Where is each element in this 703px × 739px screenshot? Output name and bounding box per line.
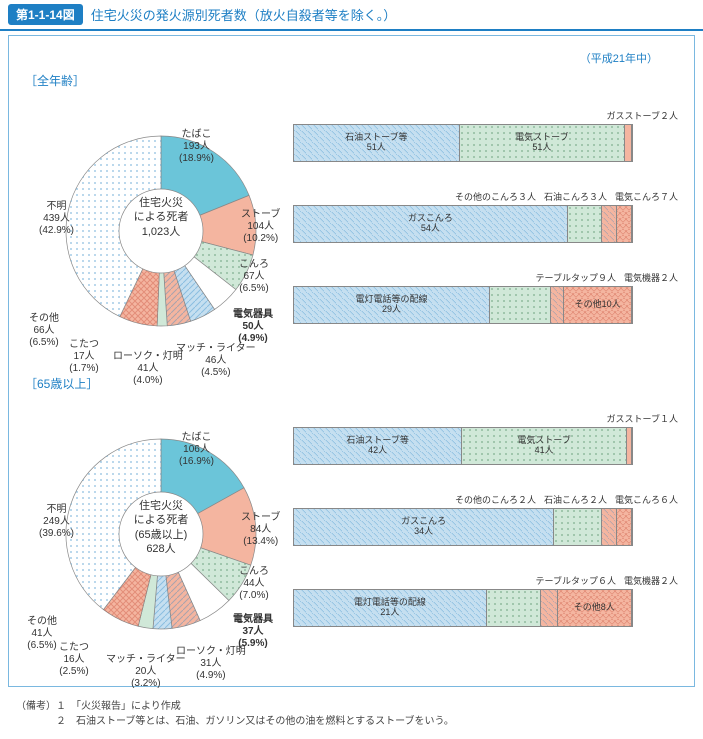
pie-slice-label: マッチ・ライター20人(3.2%) xyxy=(106,654,186,690)
chart-area: （平成21年中） ［全年齢］ 住宅火災による死者1,023人 たばこ193人(18.… xyxy=(8,35,695,687)
bar-segment xyxy=(617,509,632,545)
bar-segment xyxy=(554,509,601,545)
figure-title: 住宅火災の発火源別死者数（放火自殺者等を除く。） xyxy=(91,5,397,24)
pie-chart: 住宅火災による死者1,023人 たばこ193人(18.9%) ストーブ104人(10… xyxy=(21,91,281,371)
bar-top-label: 電気機器２人 xyxy=(624,271,678,284)
breakdown-bar: その他のこんろ３人石油こんろ３人電気こんろ７人ガスこんろ54人 xyxy=(293,190,682,243)
bar-top-label: テーブルタップ９人 xyxy=(536,271,616,284)
pie-slice-label: たばこ193人(18.9%) xyxy=(179,129,214,165)
section-label: ［全年齢］ xyxy=(25,72,682,89)
pie-slice-label: こんろ67人(6.5%) xyxy=(239,259,269,295)
bar-segment xyxy=(551,287,565,323)
bar-segment xyxy=(541,590,558,626)
bar-segment: 石油ストーブ等42人 xyxy=(294,428,462,464)
bar-segment xyxy=(627,428,632,464)
footnotes: （備考）１ 「火災報告」により作成 ２ 石油ストーブ等とは、石油、ガソリン又はそ… xyxy=(0,691,703,737)
bar-segment: 石油ストーブ等51人 xyxy=(294,125,460,161)
pie-center-label: 住宅火災による死者1,023人 xyxy=(116,196,206,239)
bar-segment: 電灯電話等の配線29人 xyxy=(294,287,490,323)
bar-segment xyxy=(602,509,617,545)
pie-center-label: 住宅火災による死者(65歳以上)628人 xyxy=(116,499,206,556)
bar-segment xyxy=(617,206,632,242)
bar-top-label: テーブルタップ６人 xyxy=(536,574,616,587)
bar-segment xyxy=(490,287,551,323)
breakdown-bar: ガスストーブ２人石油ストーブ等51人電気ストーブ51人 xyxy=(293,109,682,162)
pie-slice-label: ローソク・灯明41人(4.0%) xyxy=(113,351,183,387)
pie-slice-label: ストーブ84人(13.4%) xyxy=(241,512,280,548)
bar-top-label: 電気こんろ６人 xyxy=(615,493,678,506)
bar-segment: 電気ストーブ51人 xyxy=(460,125,626,161)
bar-segment: その他8人 xyxy=(558,590,632,626)
breakdown-bar: ガスストーブ１人石油ストーブ等42人電気ストーブ41人 xyxy=(293,412,682,465)
bar-segment: 電灯電話等の配線21人 xyxy=(294,590,487,626)
pie-slice-label: ローソク・灯明31人(4.9%) xyxy=(176,646,246,682)
bar-top-label: ガスストーブ１人 xyxy=(607,412,678,425)
bar-segment: ガスこんろ34人 xyxy=(294,509,554,545)
footnote-line: ２ 石油ストーブ等とは、石油、ガソリン又はその他の油を燃料とするストーブをいう。 xyxy=(16,714,687,729)
breakdown-bar: テーブルタップ６人電気機器２人電灯電話等の配線21人 その他8人 xyxy=(293,574,682,627)
bar-segment xyxy=(568,206,602,242)
pie-slice-label: 不明249人(39.6%) xyxy=(39,504,74,540)
bar-segment: ガスこんろ54人 xyxy=(294,206,568,242)
bar-segment xyxy=(625,125,632,161)
footnote-line: （備考）１ 「火災報告」により作成 xyxy=(16,699,687,714)
title-row: 第1-1-14図 住宅火災の発火源別死者数（放火自殺者等を除く。） xyxy=(0,0,703,31)
bar-segment xyxy=(602,206,617,242)
pie-slice-label: その他41人(6.5%) xyxy=(27,616,57,652)
breakdown-bar: テーブルタップ９人電気機器２人電灯電話等の配線29人 その他10人 xyxy=(293,271,682,324)
pie-chart: 住宅火災による死者(65歳以上)628人 たばこ106人(16.9%) ストーブ84… xyxy=(21,394,281,674)
pie-slice-label: 不明439人(42.9%) xyxy=(39,201,74,237)
pie-slice-label: 電気器具37人(5.9%) xyxy=(233,614,273,650)
pie-slice-label: こんろ44人(7.0%) xyxy=(239,566,269,602)
pie-slice-label: ストーブ104人(10.2%) xyxy=(241,209,280,245)
pie-slice-label: 電気器具50人(4.9%) xyxy=(233,309,273,345)
bar-top-label: その他のこんろ２人 xyxy=(455,493,536,506)
pie-slice-label: マッチ・ライター46人(4.5%) xyxy=(176,343,256,379)
bar-segment xyxy=(487,590,541,626)
bar-top-label: ガスストーブ２人 xyxy=(607,109,678,122)
pie-slice-label: その他66人(6.5%) xyxy=(29,313,59,349)
bar-segment: その他10人 xyxy=(564,287,632,323)
pie-slice-label: たばこ106人(16.9%) xyxy=(179,432,214,468)
pie-slice-label: こたつ17人(1.7%) xyxy=(69,339,99,375)
bar-top-label: 石油こんろ３人 xyxy=(544,190,607,203)
bar-segment: 電気ストーブ41人 xyxy=(462,428,627,464)
bar-top-label: 電気機器２人 xyxy=(624,574,678,587)
bar-top-label: その他のこんろ３人 xyxy=(455,190,536,203)
pie-slice-label: こたつ16人(2.5%) xyxy=(59,642,89,678)
period-label: （平成21年中） xyxy=(21,44,682,68)
bar-top-label: 電気こんろ７人 xyxy=(615,190,678,203)
figure-label: 第1-1-14図 xyxy=(8,4,83,25)
breakdown-bar: その他のこんろ２人石油こんろ２人電気こんろ６人ガスこんろ34人 xyxy=(293,493,682,546)
bar-top-label: 石油こんろ２人 xyxy=(544,493,607,506)
